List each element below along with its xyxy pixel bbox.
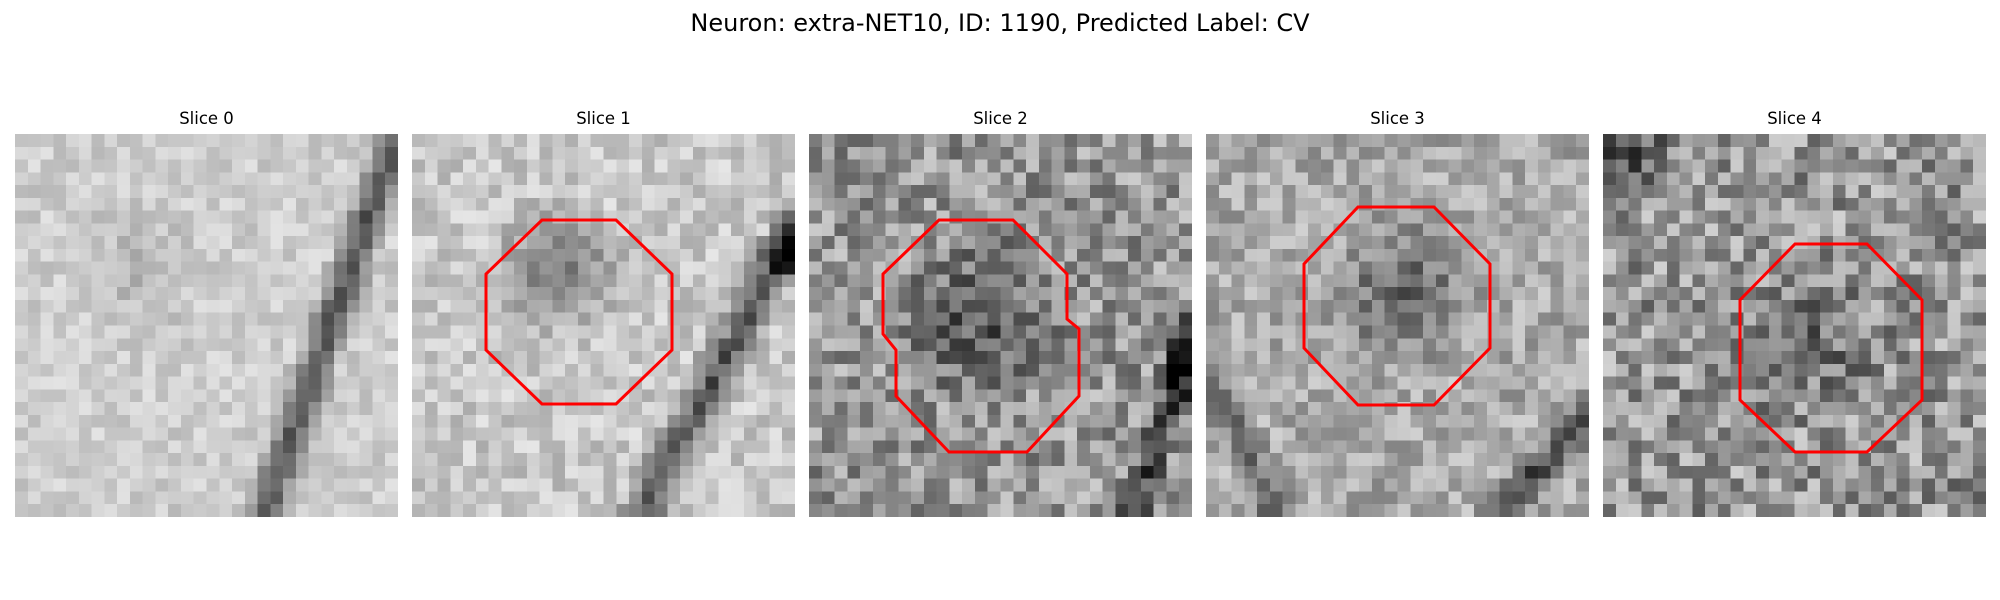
roi-outline: [1738, 242, 1924, 454]
figure-title: Neuron: extra-NET10, ID: 1190, Predicted…: [690, 9, 1310, 37]
roi-outline: [1302, 205, 1492, 407]
slice-title: Slice 2: [973, 109, 1028, 128]
roi-outline-polygon: [1738, 242, 1924, 454]
slice-title: Slice 3: [1370, 109, 1425, 128]
slice-panel-1: Slice 1: [412, 108, 795, 517]
slice-title: Slice 1: [576, 109, 631, 128]
slice-panel-0: Slice 0: [15, 108, 398, 517]
slice-image: [412, 134, 795, 517]
roi-outline: [881, 218, 1081, 454]
roi-outline-polygon: [1302, 205, 1492, 407]
slice-panel-3: Slice 3: [1206, 108, 1589, 517]
slice-panel-2: Slice 2: [809, 108, 1192, 517]
slice-image: [1206, 134, 1589, 517]
roi-outline-polygon: [484, 218, 674, 406]
slice-title: Slice 0: [179, 109, 234, 128]
slice-image: [15, 134, 398, 517]
slice-panel-4: Slice 4: [1603, 108, 1986, 517]
roi-outline-polygon: [881, 218, 1081, 454]
roi-outline: [484, 218, 674, 406]
slice-title: Slice 4: [1767, 109, 1822, 128]
